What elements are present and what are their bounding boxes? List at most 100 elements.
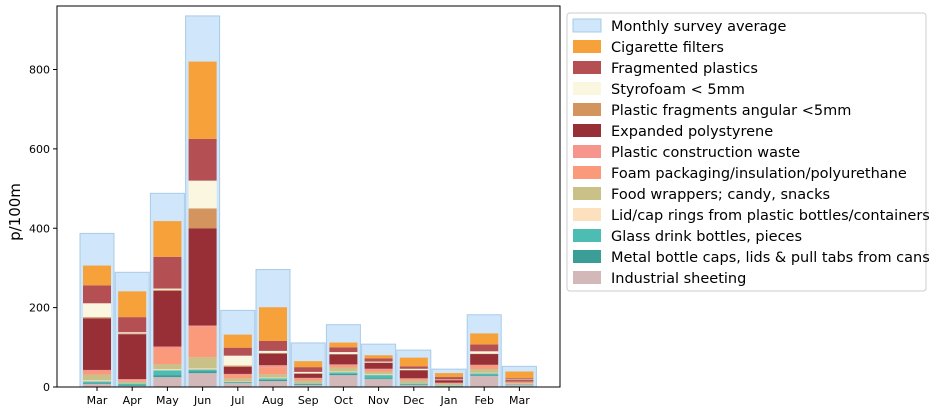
stacked-bar-segment (259, 377, 287, 379)
stacked-bar-segment (294, 367, 323, 372)
y-tick-label: 200 (29, 302, 50, 315)
stacked-bar-segment (118, 291, 147, 318)
stacked-bar-segment (223, 347, 252, 356)
stacked-bar-segment (399, 357, 428, 367)
stacked-bar-segment (83, 285, 111, 304)
stacked-bar-segment (153, 377, 182, 387)
stacked-bar-segment (153, 370, 182, 376)
x-tick-label: May (156, 394, 179, 407)
legend-label: Plastic fragments angular <5mm (611, 103, 851, 119)
stacked-bar-segment (223, 378, 252, 382)
legend-label: Expanded polystyrene (611, 124, 773, 140)
stacked-bar-segment (470, 354, 499, 365)
stacked-bar-segment (153, 364, 182, 370)
stacked-bar-segment (118, 332, 147, 334)
stacked-bar-segment (294, 373, 323, 374)
stacked-bar-segment (118, 385, 147, 387)
stacked-bar-segment (223, 381, 252, 383)
stacked-bar-segment (294, 373, 323, 378)
stacked-bar-segment (259, 367, 287, 375)
stacked-bar-segment (188, 180, 217, 209)
x-tick-label: Apr (123, 394, 143, 407)
stacked-bar-segment (83, 371, 111, 375)
x-tick-label: Feb (474, 394, 493, 407)
stacked-bar-segment (118, 385, 147, 386)
y-axis-label: p/100m (6, 183, 24, 241)
stacked-bar-segment (470, 375, 499, 387)
stacked-bar-segment (294, 371, 323, 374)
legend-label: Fragmented plastics (611, 61, 758, 77)
stacked-bar-segment (470, 351, 499, 354)
stacked-bar-segment (399, 370, 428, 379)
legend-label: Metal bottle caps, lids & pull tabs from… (611, 250, 930, 266)
stacked-bar-segment (329, 373, 358, 376)
stacked-bar-segment (83, 374, 111, 381)
legend-label: Cigarette filters (611, 40, 724, 56)
legend-label: Food wrappers; candy, snacks (611, 187, 830, 203)
stacked-bar-segment (83, 369, 111, 372)
stacked-bar-segment (259, 379, 287, 382)
stacked-bar-segment (223, 383, 252, 387)
stacked-bar-segment (399, 380, 428, 384)
stacked-bar-segment (435, 383, 463, 386)
stacked-bar-segment (364, 375, 393, 379)
plot-area (79, 15, 537, 388)
y-tick-label: 400 (29, 222, 50, 235)
stacked-bar-segment (153, 289, 182, 291)
x-tick-label: Dec (403, 394, 424, 407)
stacked-bar-segment (294, 384, 323, 386)
stacked-bar-segment (294, 385, 323, 387)
stacked-bar-segment (259, 365, 287, 368)
stacked-bar-segment (259, 307, 287, 341)
y-tick-label: 600 (29, 143, 50, 156)
stacked-bar-segment (188, 371, 217, 374)
stacked-bar-segment (83, 303, 111, 318)
legend-swatch (573, 40, 601, 53)
stacked-bar-segment (83, 317, 111, 319)
stacked-bar-segment (329, 365, 358, 368)
stacked-bar-segment (223, 375, 252, 379)
stacked-bar-segment (259, 353, 287, 366)
stacked-bar-segment (259, 352, 287, 354)
stacked-bar-segment (329, 364, 358, 366)
stacked-bar-segment (470, 344, 499, 352)
legend-swatch (573, 103, 601, 116)
legend-swatch (573, 145, 601, 158)
stacked-bar-segment (294, 380, 323, 384)
legend-label: Industrial sheeting (611, 271, 746, 287)
stacked-bar-segment (399, 378, 428, 380)
stacked-bar-segment (188, 138, 217, 181)
stacked-bar-segment (329, 347, 358, 353)
legend-swatch (573, 229, 601, 242)
stacked-bar-segment (118, 333, 147, 335)
x-tick-label: Aug (262, 394, 283, 407)
stacked-bar-segment (329, 372, 358, 374)
stacked-bar-segment (118, 380, 147, 382)
y-tick-label: 800 (29, 64, 50, 77)
stacked-bar-segment (294, 378, 323, 381)
stacked-bar-segment (118, 383, 147, 386)
stacked-bar-segment (364, 355, 393, 359)
legend-label: Monthly survey average (611, 19, 787, 35)
legend-box (566, 12, 927, 292)
legend-swatch (573, 124, 601, 137)
stacked-bar-segment (364, 374, 393, 376)
x-tick-label: Mar (87, 394, 108, 407)
stacked-bar-segment (470, 372, 499, 374)
stacked-bar-segment (470, 375, 499, 376)
stacked-bar-segment (470, 333, 499, 345)
stacked-bar-segment (364, 379, 393, 387)
legend-swatch (573, 271, 601, 284)
legend-swatch (573, 61, 601, 74)
stacked-bar-segment (188, 208, 217, 229)
legend-label: Foam packaging/insulation/polyurethane (611, 166, 907, 182)
stacked-bar-segment (188, 61, 217, 139)
legend-label: Styrofoam < 5mm (611, 82, 745, 98)
x-tick-label: Jun (193, 394, 211, 407)
stacked-bar-segment (399, 385, 428, 387)
x-tick-label: Sep (298, 394, 319, 407)
stacked-bar-segment (153, 256, 182, 289)
stacked-bar-segment (435, 377, 463, 380)
stacked-bar-segment (435, 380, 463, 383)
